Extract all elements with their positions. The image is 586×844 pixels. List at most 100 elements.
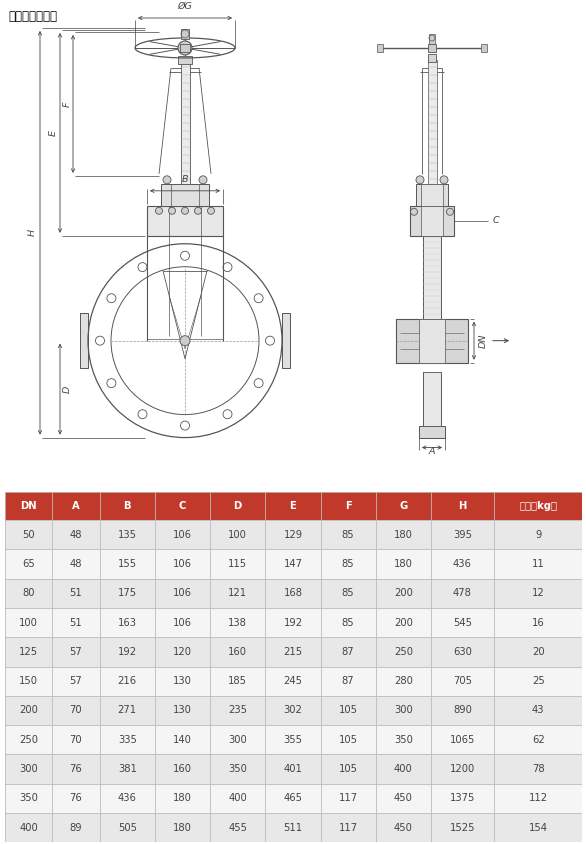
Text: 350: 350 (394, 735, 413, 744)
Text: 85: 85 (342, 588, 355, 598)
FancyBboxPatch shape (321, 725, 376, 755)
FancyBboxPatch shape (210, 637, 265, 667)
Text: 1065: 1065 (449, 735, 475, 744)
FancyBboxPatch shape (376, 725, 431, 755)
FancyBboxPatch shape (376, 549, 431, 579)
Text: 106: 106 (173, 530, 192, 539)
FancyBboxPatch shape (431, 725, 494, 755)
FancyBboxPatch shape (321, 608, 376, 637)
Circle shape (195, 208, 202, 214)
Bar (421, 206, 443, 235)
Circle shape (180, 336, 190, 346)
FancyBboxPatch shape (100, 608, 155, 637)
Text: 450: 450 (394, 823, 413, 833)
Text: 100: 100 (19, 618, 38, 628)
Circle shape (199, 176, 207, 184)
Bar (481, 44, 487, 52)
FancyBboxPatch shape (431, 695, 494, 725)
Text: ØG: ØG (178, 2, 192, 11)
FancyBboxPatch shape (376, 813, 431, 842)
FancyBboxPatch shape (376, 667, 431, 695)
Text: 180: 180 (173, 823, 192, 833)
Text: 105: 105 (339, 764, 357, 774)
Text: H: H (28, 230, 36, 236)
Text: 215: 215 (284, 647, 302, 657)
FancyBboxPatch shape (100, 813, 155, 842)
FancyBboxPatch shape (52, 579, 100, 608)
Text: 112: 112 (529, 793, 548, 803)
Text: 180: 180 (394, 559, 413, 569)
FancyBboxPatch shape (376, 492, 431, 520)
Text: 11: 11 (532, 559, 544, 569)
FancyBboxPatch shape (100, 667, 155, 695)
Text: 450: 450 (394, 793, 413, 803)
Text: 436: 436 (118, 793, 137, 803)
FancyBboxPatch shape (155, 579, 210, 608)
FancyBboxPatch shape (210, 813, 265, 842)
FancyBboxPatch shape (100, 784, 155, 813)
FancyBboxPatch shape (376, 784, 431, 813)
Text: 115: 115 (228, 559, 247, 569)
FancyBboxPatch shape (376, 520, 431, 549)
Text: 106: 106 (173, 559, 192, 569)
Text: 76: 76 (70, 793, 82, 803)
Text: 235: 235 (228, 706, 247, 716)
Text: 50: 50 (22, 530, 35, 539)
Bar (396, 319, 468, 363)
Text: 140: 140 (173, 735, 192, 744)
Text: 478: 478 (453, 588, 472, 598)
Text: 43: 43 (532, 706, 544, 716)
FancyBboxPatch shape (210, 492, 265, 520)
Text: 25: 25 (532, 676, 544, 686)
FancyBboxPatch shape (5, 520, 52, 549)
Text: A: A (72, 501, 80, 511)
Text: 192: 192 (118, 647, 137, 657)
Text: 163: 163 (118, 618, 137, 628)
FancyBboxPatch shape (321, 695, 376, 725)
FancyBboxPatch shape (52, 608, 100, 637)
FancyBboxPatch shape (431, 549, 494, 579)
Text: 200: 200 (394, 618, 413, 628)
Bar (80, 313, 88, 368)
Bar (410, 206, 454, 235)
FancyBboxPatch shape (431, 784, 494, 813)
Text: 129: 129 (284, 530, 302, 539)
Text: 705: 705 (453, 676, 472, 686)
FancyBboxPatch shape (494, 695, 582, 725)
Text: 20: 20 (532, 647, 544, 657)
FancyBboxPatch shape (431, 492, 494, 520)
FancyBboxPatch shape (265, 549, 321, 579)
Text: F: F (345, 501, 352, 511)
Text: 138: 138 (229, 618, 247, 628)
Circle shape (178, 41, 192, 55)
FancyBboxPatch shape (376, 608, 431, 637)
Text: 117: 117 (339, 793, 357, 803)
Text: 155: 155 (118, 559, 137, 569)
Bar (147, 206, 223, 235)
Text: G: G (399, 501, 407, 511)
Bar (429, 34, 435, 44)
Text: 48: 48 (70, 559, 82, 569)
FancyBboxPatch shape (155, 492, 210, 520)
Text: 300: 300 (394, 706, 413, 716)
Text: 890: 890 (453, 706, 472, 716)
Text: B: B (124, 501, 131, 511)
FancyBboxPatch shape (431, 755, 494, 784)
FancyBboxPatch shape (210, 755, 265, 784)
Text: 16: 16 (532, 618, 544, 628)
Text: 57: 57 (70, 676, 82, 686)
FancyBboxPatch shape (321, 667, 376, 695)
Text: 154: 154 (529, 823, 548, 833)
Text: 455: 455 (228, 823, 247, 833)
Text: 135: 135 (118, 530, 137, 539)
Text: 200: 200 (19, 706, 38, 716)
Text: 130: 130 (173, 676, 192, 686)
Text: 1375: 1375 (449, 793, 475, 803)
FancyBboxPatch shape (210, 608, 265, 637)
Text: 401: 401 (284, 764, 302, 774)
Text: 85: 85 (342, 530, 355, 539)
FancyBboxPatch shape (494, 725, 582, 755)
FancyBboxPatch shape (265, 813, 321, 842)
FancyBboxPatch shape (376, 695, 431, 725)
Circle shape (182, 208, 189, 214)
